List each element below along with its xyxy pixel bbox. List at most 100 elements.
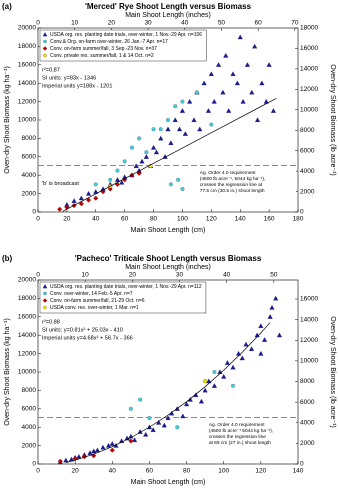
circle-point [180,99,185,104]
regression-line [62,98,277,212]
requirement-note: crosses the regression line at [200,182,263,188]
circle-point [138,397,143,402]
triangle-point [211,383,217,388]
y-tick-label: 14000 [18,332,36,339]
imperial-equation: Imperial units y=188x - 1201 [42,83,112,89]
triangle-point [269,304,275,310]
y-tick-label: 2000 [22,442,37,449]
y2-tick-label: 10000 [300,106,318,113]
triangle-point [262,337,268,342]
diamond-point [86,197,92,203]
requirement-note: Ag. Order 4.0 requirement [200,170,256,176]
y2-tick-label: 4000 [300,419,315,426]
triangle-point [63,457,69,463]
legend-label: USDA org. res. planting date trials, ove… [50,284,202,290]
circle-point [43,305,47,310]
y2-tick-label: 2000 [300,188,315,195]
x2-axis-title: Main Shoot Length (inches) [125,12,211,19]
triangle-point [187,396,193,402]
triangle-point [220,89,226,95]
circle-point [158,127,163,132]
y-tick-label: 6000 [22,406,37,413]
legend-box [39,29,207,62]
y-tick-label: 16000 [18,314,36,321]
x2-tick-label: 0 [36,20,40,27]
triangle-point [240,98,246,104]
diamond-point [42,298,48,303]
y-tick-label: 8000 [22,387,37,394]
triangle-point [94,447,100,453]
triangle-point [208,71,214,76]
triangle-point [211,98,217,104]
triangle-point [273,295,279,301]
triangle-point [266,62,272,67]
y2-tick-label: 2000 [300,440,315,447]
triangle-point [42,284,48,289]
triangle-point [237,34,243,40]
y2-tick-label: 0 [300,461,304,468]
note-bg [198,168,296,195]
triangle-point [165,415,171,420]
triangle-point [224,360,230,365]
x2-tick-label: 30 [176,272,184,279]
x-tick-label: 180 [293,216,304,223]
triangle-point [109,441,115,446]
legend-label: Conv. on-farm summer/fall, 21-29 Oct. n=… [50,298,145,304]
circle-point [168,182,173,187]
triangle-point [172,117,178,122]
triangle-point [221,373,227,379]
x-tick-label: 20 [72,468,80,475]
y2-tick-label: 4000 [300,168,315,175]
y-tick-label: 12000 [18,350,36,357]
triangle-point [258,323,264,328]
triangle-point [143,431,149,437]
triangle-point [180,413,186,419]
triangle-point [230,364,236,370]
circle-point [93,182,98,187]
triangle-point [201,80,207,86]
triangle-point [249,89,255,95]
legend-label: Conv. private res. summer/fall, 1 & 14 O… [50,53,154,59]
y2-axis-title: Oven-dry Shoot Biomass (lb acre⁻¹) [329,316,336,427]
circle-point [43,291,47,296]
panel-label: (b) [2,254,13,263]
x-tick-label: 40 [109,468,117,475]
circle-point [128,406,133,411]
triangle-point [252,43,258,49]
triangle-point [230,71,236,76]
triangle-point [106,442,112,448]
y-tick-label: 0 [32,209,36,216]
triangle-point [249,346,255,351]
circle-point [108,177,113,182]
triangle-point [191,117,197,122]
triangle-point [87,450,93,455]
x2-tick-label: 50 [218,20,226,27]
triangle-point [270,108,276,113]
x-tick-label: 140 [235,216,246,223]
y-tick-label: 6000 [22,154,37,161]
y-tick-label: 16000 [18,62,36,69]
x-tick-label: 60 [121,216,129,223]
triangle-point [114,177,120,182]
diamond-point [57,206,63,212]
triangle-point [216,62,222,67]
regression-line [65,322,271,463]
circle-point [137,136,142,141]
x-axis-title: Main Shoot Length (cm) [131,479,206,486]
x2-axis-title: Main Shoot Length (inches) [125,264,211,271]
broadcast-note: 'b' is broadcast [42,181,79,187]
y2-tick-label: 14000 [300,316,318,323]
x-tick-label: 120 [255,468,266,475]
triangle-point [184,401,190,407]
circle-point [175,425,180,430]
legend-label: Conv. on-farm summer/fall, 3 Sep.-23 Nov… [50,46,157,52]
y2-tick-label: 18000 [300,25,318,32]
circle-point [129,145,134,150]
x-tick-label: 0 [36,216,40,223]
si-equation: SI units: y=0.81x² + 25.03x - 410 [42,327,123,333]
triangle-point [198,398,204,404]
triangle-point [234,80,240,86]
note-bg [207,420,296,447]
y2-tick-label: 12000 [300,86,318,93]
triangle-point [153,149,159,155]
